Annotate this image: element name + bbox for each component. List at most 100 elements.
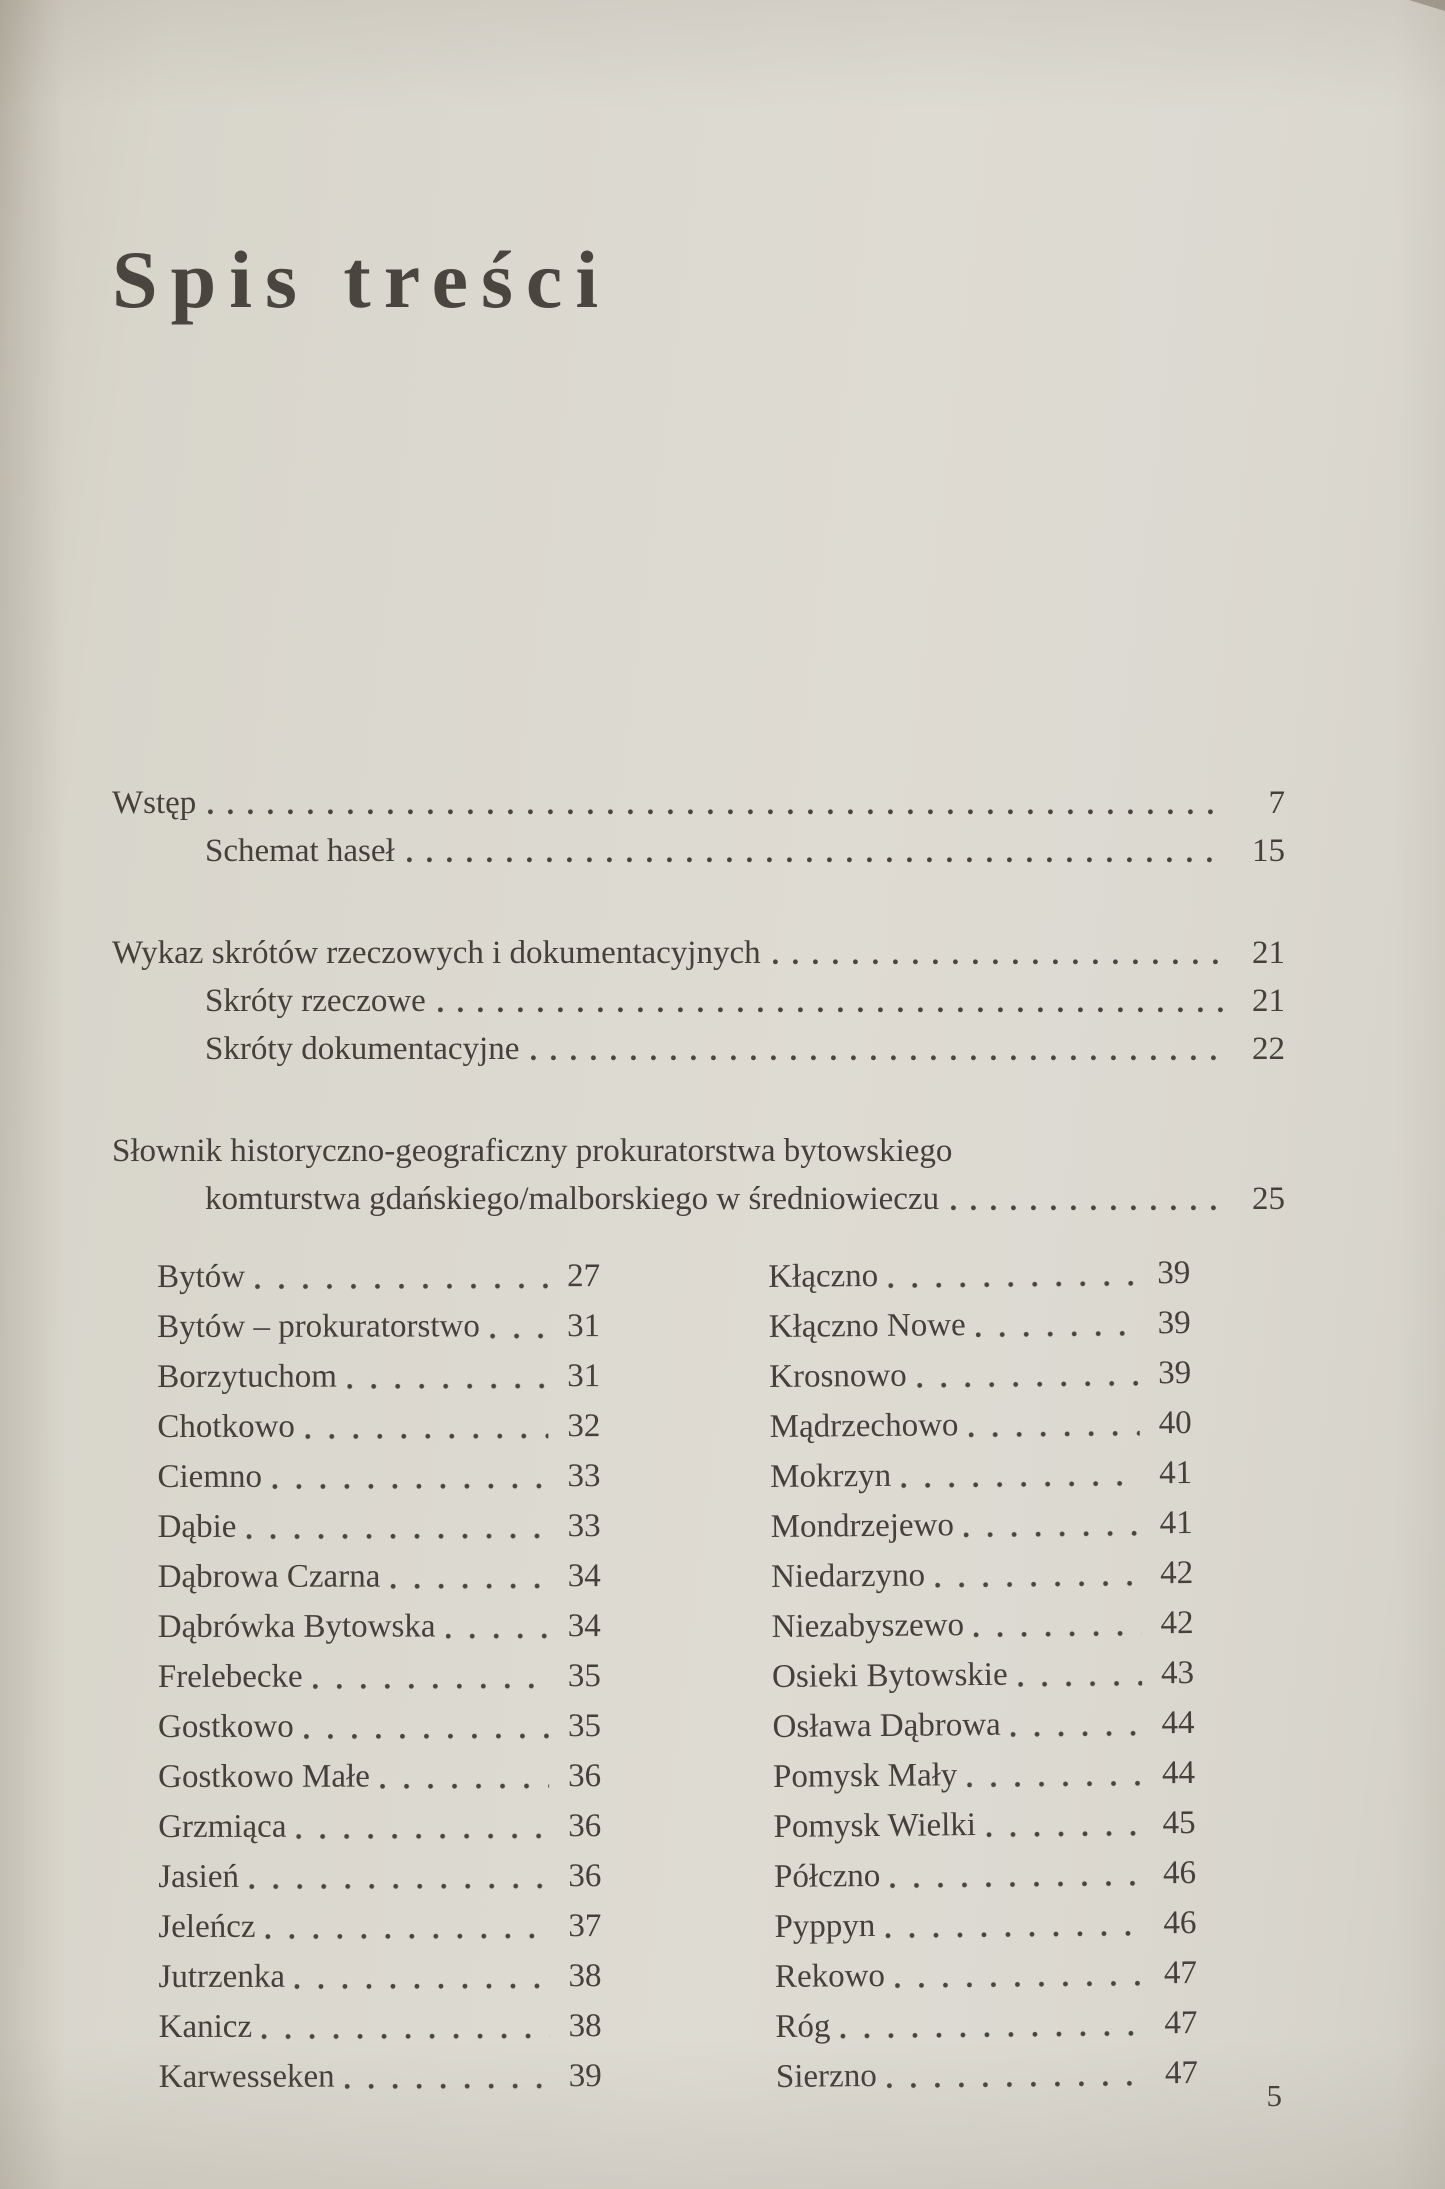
photo-corner-notch	[1409, 0, 1445, 11]
toc-entry-label: Pomysk Wielki	[773, 1806, 977, 1845]
toc-entry-page-number: 46	[1162, 1854, 1197, 1891]
toc-entry-label: Jasień	[158, 1858, 240, 1895]
toc-entry-page-number: 33	[567, 1457, 601, 1494]
toc-entry-label: Karwesseken	[158, 2058, 335, 2095]
dot-leader	[967, 1780, 1144, 1788]
toc-entry-page-number: 44	[1161, 1754, 1196, 1791]
toc-row-page-number: 21	[1252, 934, 1285, 971]
toc-entry-page-number: 36	[568, 1757, 602, 1794]
toc-entry-row: Pomysk Wielki 45	[773, 1798, 1195, 1852]
toc-entry-row: Niedarzyno 42	[771, 1548, 1193, 1602]
toc-entry-page-number: 31	[567, 1357, 601, 1394]
dot-leader	[265, 1932, 550, 1940]
toc-entry-page-number: 46	[1163, 1904, 1197, 1941]
toc-entry-row: Jasień 36	[158, 1851, 601, 1902]
dot-leader	[968, 1430, 1140, 1438]
toc-entry-label: Grzmiąca	[158, 1808, 287, 1845]
dot-leader	[886, 2080, 1147, 2089]
toc-entry-page-number: 45	[1162, 1804, 1196, 1841]
toc-entry-label: Róg	[775, 2008, 831, 2045]
dot-leader	[346, 1382, 549, 1390]
dot-leader	[246, 1532, 549, 1540]
toc-entry-label: Frelebecke	[157, 1658, 303, 1695]
toc-main-sections: Wstęp 7 Schemat haseł 15 Wykaz skrótów r…	[112, 779, 1285, 1223]
toc-row-label: Słownik historyczno-geograficzny prokura…	[112, 1132, 953, 1169]
toc-entry-label: Krosnowo	[769, 1357, 907, 1395]
toc-entry-label: Pyppyn	[774, 1907, 876, 1945]
toc-row: Skróty rzeczowe 21	[112, 977, 1285, 1025]
toc-entry-row: Róg 47	[775, 1998, 1197, 2052]
toc-row-label: Skróty rzeczowe	[205, 982, 426, 1019]
toc-entry-page-number: 40	[1158, 1404, 1192, 1441]
toc-row-page-number: 21	[1252, 982, 1285, 1019]
toc-entry-label: Kanicz	[158, 2008, 253, 2045]
toc-entry-page-number: 33	[567, 1507, 601, 1544]
toc-entry-label: Półczno	[773, 1857, 881, 1895]
dot-leader	[840, 2030, 1146, 2039]
dot-leader	[885, 1930, 1145, 1939]
toc-entry-label: Dąbie	[157, 1508, 237, 1545]
toc-row: komturstwa gdańskiego/malborskiego w śre…	[112, 1175, 1285, 1223]
toc-column-left: Bytów 27 Bytów – prokuratorstwo 31 Borzy…	[157, 1251, 602, 2102]
dot-leader	[890, 1880, 1145, 1889]
toc-row-page-number: 25	[1252, 1180, 1285, 1217]
toc-entry-page-number: 42	[1160, 1604, 1194, 1641]
toc-row-page-number: 22	[1252, 1030, 1285, 1067]
dot-leader	[895, 1980, 1146, 1989]
toc-entry-row: Mądrzechowo 40	[769, 1398, 1192, 1452]
toc-entry-page-number: 35	[567, 1707, 602, 1744]
toc-row: Wstęp 7	[112, 779, 1285, 827]
dot-leader	[406, 856, 1223, 863]
toc-entry-page-number: 44	[1161, 1704, 1195, 1741]
dot-leader	[208, 808, 1223, 815]
toc-entry-page-number: 47	[1164, 2004, 1198, 2041]
toc-entry-row: Karwesseken 39	[159, 2051, 602, 2102]
toc-entry-row: Krosnowo 39	[769, 1348, 1191, 1402]
toc-entry-row: Pomysk Mały 44	[773, 1748, 1195, 1802]
toc-entry-page-number: 27	[567, 1257, 601, 1294]
toc-entry-label: Gostkowo Małe	[158, 1758, 370, 1795]
toc-entry-row: Półczno 46	[774, 1848, 1196, 1902]
toc-row: Wykaz skrótów rzeczowych i dokumentacyjn…	[112, 929, 1285, 977]
toc-entry-row: Grzmiąca 36	[158, 1801, 601, 1852]
toc-column-right: Kłączno 39 Kłączno Nowe 39 Krosnowo 39	[768, 1248, 1198, 2102]
toc-entry-label: Mokrzyn	[769, 1457, 892, 1495]
dot-leader	[379, 1782, 550, 1790]
toc-entry-page-number: 38	[568, 2007, 602, 2044]
dot-leader	[986, 1830, 1144, 1838]
toc-entry-row: Frelebecke 35	[158, 1651, 601, 1702]
toc-entry-row: Bytów 27	[157, 1251, 600, 1302]
toc-entry-page-number: 36	[568, 1807, 602, 1844]
toc-entry-page-number: 35	[567, 1657, 601, 1694]
toc-entry-row: Ciemno 33	[157, 1451, 600, 1502]
toc-entry-row: Osieki Bytowskie 43	[772, 1648, 1194, 1702]
toc-row-label: Schemat haseł	[205, 832, 395, 869]
dot-leader	[303, 1732, 550, 1740]
toc-row-label: Wykaz skrótów rzeczowych i dokumentacyjn…	[112, 934, 761, 971]
toc-entry-page-number: 42	[1159, 1554, 1194, 1591]
dot-leader	[772, 958, 1223, 965]
toc-entry-label: Niedarzyno	[770, 1557, 926, 1595]
folio-page-number: 5	[1266, 2078, 1283, 2113]
toc-entry-page-number: 39	[568, 2057, 602, 2094]
toc-entry-page-number: 43	[1160, 1654, 1195, 1691]
toc-entry-row: Osława Dąbrowa 44	[772, 1698, 1194, 1752]
toc-entry-label: Gostkowo	[157, 1708, 294, 1745]
toc-entry-row: Gostkowo Małe 36	[158, 1751, 601, 1802]
toc-entry-page-number: 41	[1158, 1454, 1193, 1491]
dot-leader	[916, 1380, 1140, 1389]
dot-leader	[296, 1832, 550, 1840]
toc-entry-row: Mokrzyn 41	[770, 1448, 1192, 1502]
toc-row-label: komturstwa gdańskiego/malborskiego w śre…	[205, 1180, 940, 1217]
toc-entry-row: Gostkowo 35	[158, 1701, 601, 1752]
toc-entry-label: Jeleńcz	[158, 1908, 256, 1945]
dot-leader	[271, 1482, 549, 1490]
dot-leader	[951, 1204, 1223, 1211]
toc-entry-row: Dąbie 33	[158, 1501, 601, 1552]
toc-entry-label: Ciemno	[157, 1458, 263, 1495]
toc-entry-page-number: 34	[567, 1607, 601, 1644]
dot-leader	[312, 1682, 549, 1690]
dot-leader	[445, 1632, 549, 1640]
toc-entry-label: Dąbrówka Bytowska	[157, 1608, 436, 1645]
